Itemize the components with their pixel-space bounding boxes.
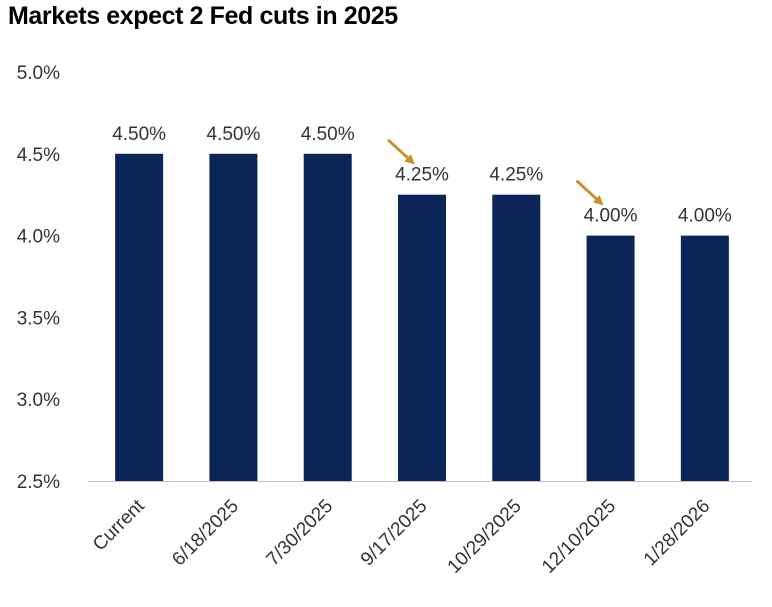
bar	[398, 194, 446, 481]
bar	[115, 153, 164, 482]
bar	[492, 194, 541, 481]
data-label: 4.50%	[206, 124, 260, 145]
x-tick-label: 9/17/2025	[357, 496, 432, 571]
annotations-group	[386, 138, 604, 206]
data-label: 4.00%	[678, 206, 732, 227]
data-label: 4.25%	[489, 165, 543, 186]
x-tick-label: 1/28/2026	[640, 496, 715, 571]
bar	[586, 235, 635, 481]
bar	[680, 235, 729, 481]
chart-title: Markets expect 2 Fed cuts in 2025	[8, 2, 398, 30]
data-label: 4.50%	[301, 124, 355, 145]
bar	[303, 153, 352, 482]
y-axis: 2.5% 3.0% 3.5% 4.0% 4.5% 5.0%	[17, 63, 60, 493]
x-tick-label: 7/30/2025	[263, 496, 338, 571]
y-tick-label: 4.5%	[17, 145, 60, 166]
x-tick-label: 6/18/2025	[168, 496, 243, 571]
y-tick-label: 2.5%	[17, 472, 60, 493]
y-tick-label: 3.5%	[17, 308, 60, 329]
x-tick-label: Current	[89, 495, 149, 555]
bar	[209, 153, 258, 482]
x-tick-label: 12/10/2025	[538, 496, 620, 578]
cut-arrow-icon	[575, 179, 604, 206]
data-label: 4.25%	[395, 165, 449, 186]
cut-arrow-icon	[386, 138, 415, 165]
data-labels-group: 4.50% 4.50% 4.50% 4.25% 4.25% 4.00% 4.00%	[112, 124, 732, 227]
data-label: 4.00%	[584, 206, 638, 227]
y-tick-label: 4.0%	[17, 227, 60, 248]
x-tick-label: 10/29/2025	[444, 496, 526, 578]
x-axis: Current 6/18/2025 7/30/2025 9/17/2025 10/29/…	[88, 481, 752, 578]
bars-group	[115, 153, 729, 482]
y-tick-label: 5.0%	[17, 63, 60, 84]
y-tick-label: 3.0%	[17, 390, 60, 411]
data-label: 4.50%	[112, 124, 166, 145]
